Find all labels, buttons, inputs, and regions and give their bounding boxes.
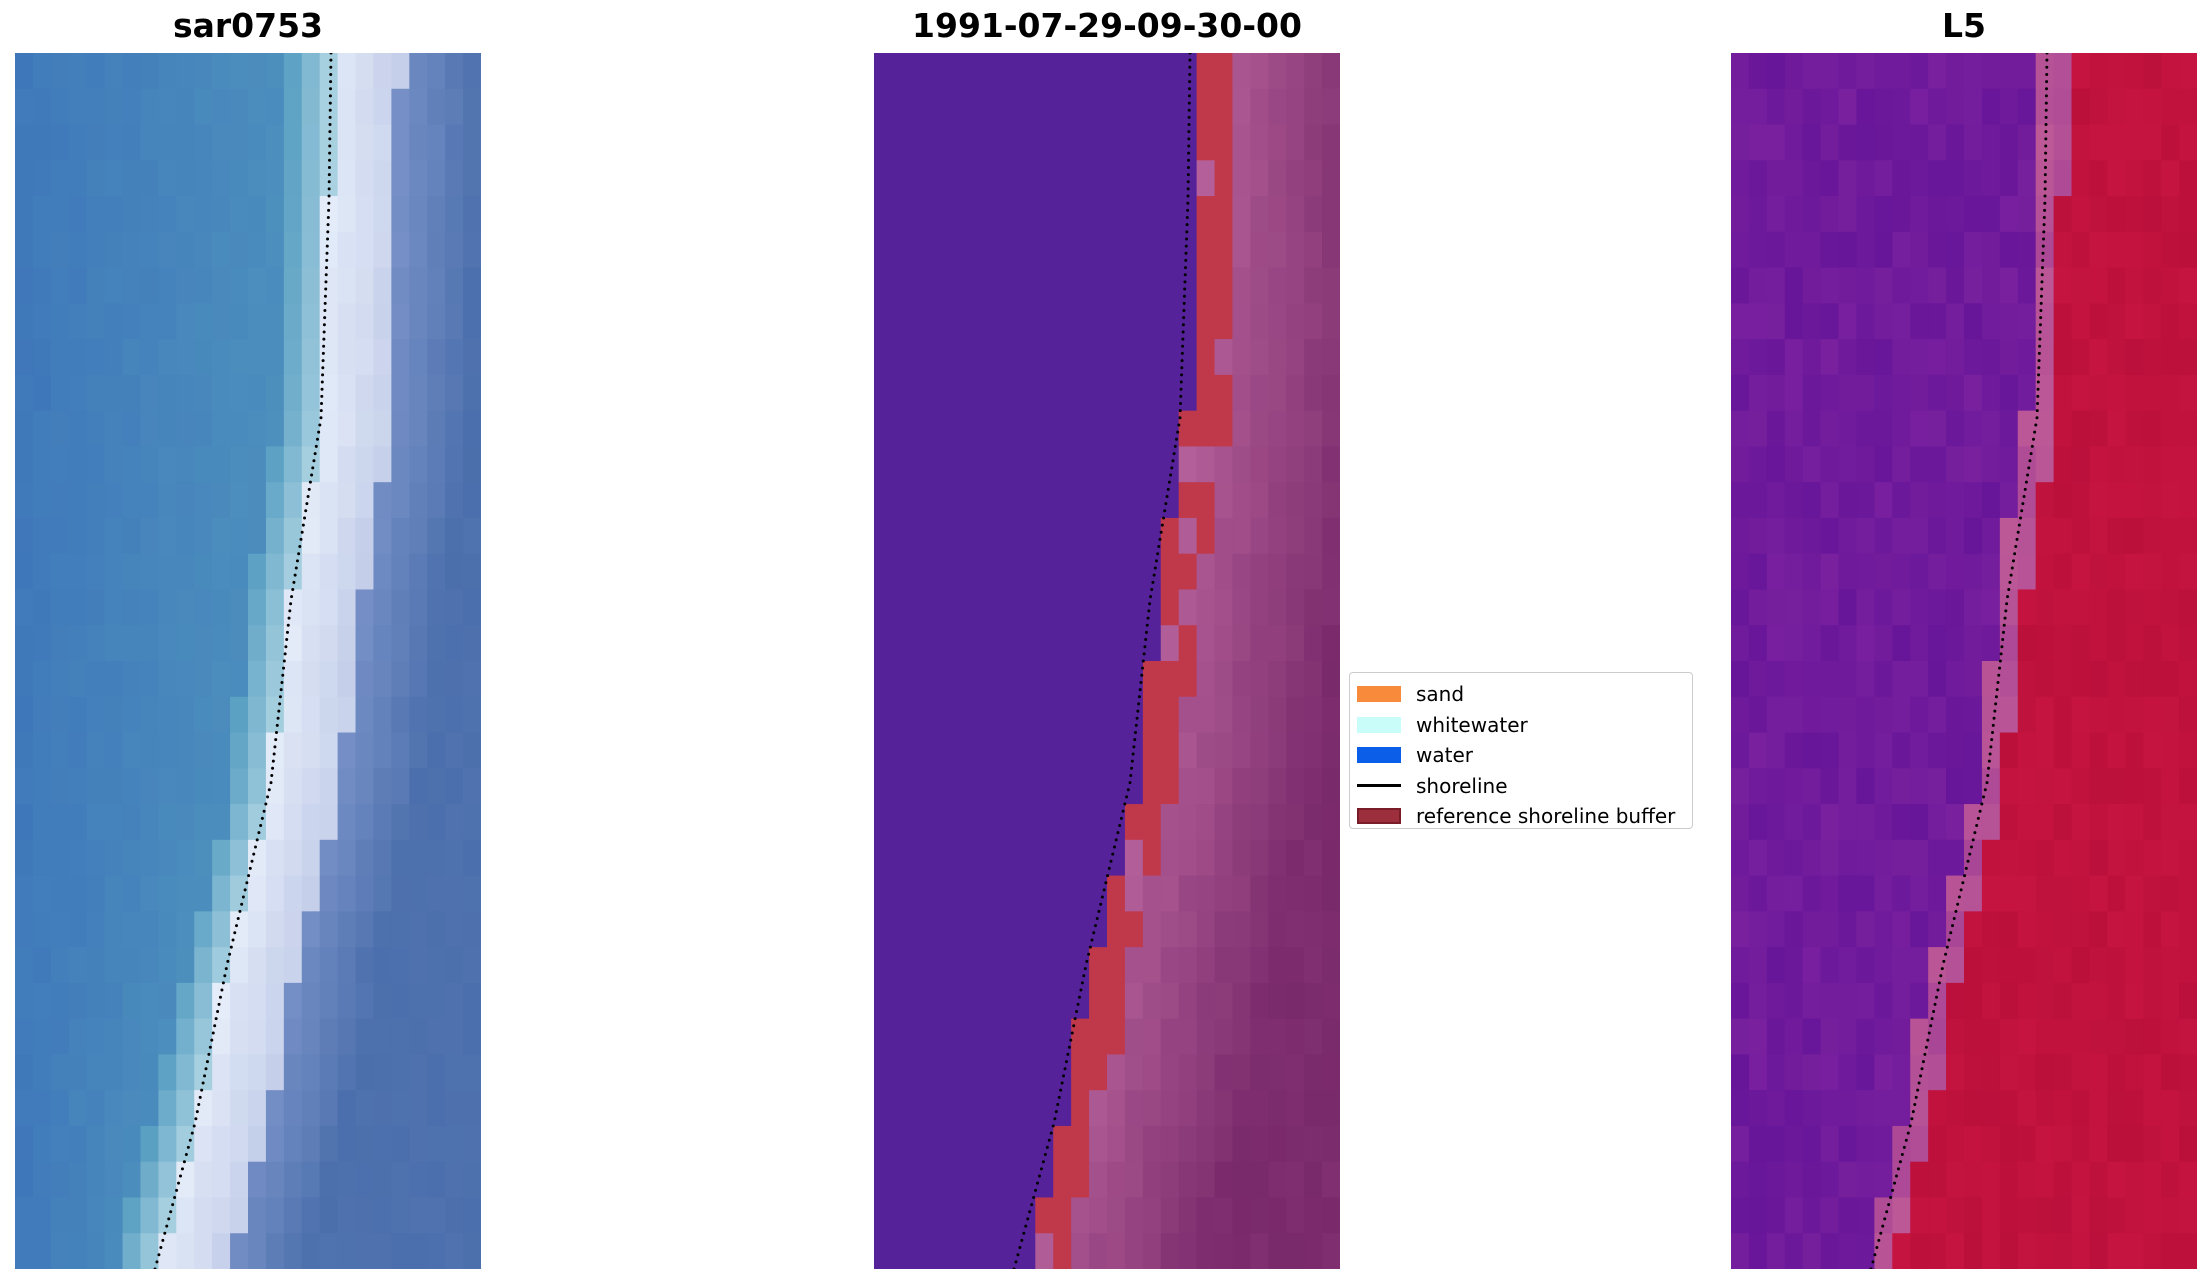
legend-label-reference-buffer: reference shoreline buffer	[1416, 804, 1676, 829]
legend-item-whitewater: whitewater	[1350, 710, 1692, 741]
legend-item-sand: sand	[1350, 679, 1692, 710]
index-image-panel	[1731, 53, 2197, 1269]
legend-swatch-reference-buffer	[1357, 808, 1401, 825]
classified-image-panel	[874, 53, 1340, 1269]
legend: sand whitewater water shoreline referenc…	[1349, 672, 1693, 829]
rgb-satellite-image	[15, 53, 481, 1269]
panel-title-rgb: sar0753	[172, 6, 324, 45]
legend-label-sand: sand	[1416, 682, 1465, 707]
shoreline	[153, 53, 333, 1269]
panel-title-index: L5	[1942, 6, 1986, 45]
legend-swatch-water	[1357, 747, 1401, 764]
legend-swatch-sand	[1357, 686, 1401, 703]
legend-item-shoreline: shoreline	[1350, 771, 1692, 802]
legend-swatch-whitewater	[1357, 716, 1401, 733]
legend-item-reference-buffer: reference shoreline buffer	[1350, 801, 1692, 832]
legend-label-water: water	[1416, 743, 1473, 768]
rgb-image-panel	[15, 53, 481, 1269]
legend-item-water: water	[1350, 740, 1692, 771]
classified-image	[874, 53, 1340, 1269]
shoreline	[1869, 53, 2049, 1269]
legend-label-shoreline: shoreline	[1416, 773, 1508, 798]
index-image	[1731, 53, 2197, 1269]
shoreline	[1012, 53, 1192, 1269]
legend-swatch-shoreline	[1357, 784, 1401, 788]
panel-title-classified: 1991-07-29-09-30-00	[912, 6, 1302, 45]
legend-label-whitewater: whitewater	[1416, 712, 1528, 737]
